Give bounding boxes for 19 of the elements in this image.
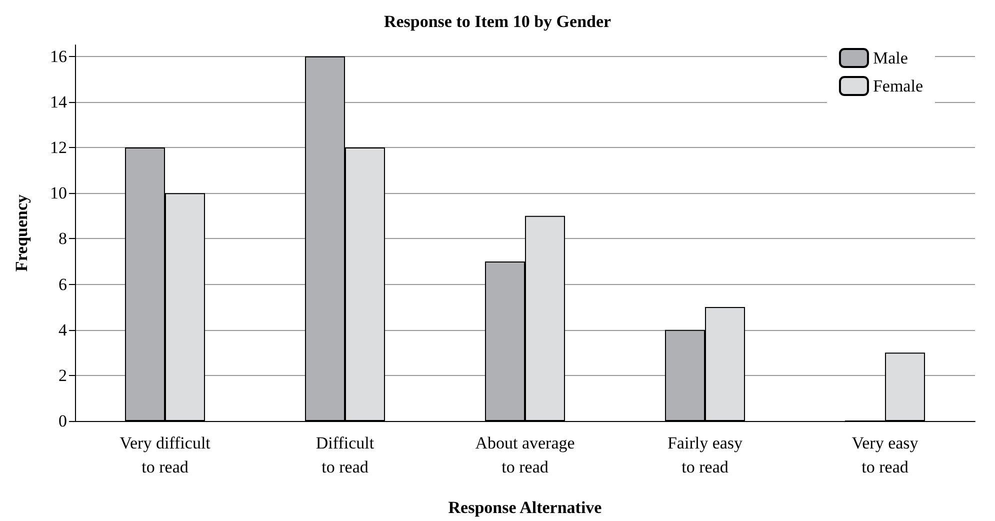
y-tick-label: 12 bbox=[50, 138, 67, 158]
x-axis-title: Response Alternative bbox=[448, 498, 602, 517]
y-tick-label: 16 bbox=[50, 46, 67, 66]
y-tick-label: 10 bbox=[50, 184, 67, 203]
legend-label: Male bbox=[872, 48, 908, 68]
x-tick-label: Very easy to read bbox=[852, 434, 919, 476]
y-tick-label: 8 bbox=[58, 229, 67, 248]
x-tick-label: About average to read bbox=[475, 434, 575, 476]
x-tick-label: Fairly easy to read bbox=[667, 434, 744, 476]
chart-title: Response to Item 10 by Gender bbox=[384, 12, 612, 31]
legend-label: Female bbox=[872, 76, 924, 96]
x-tick-label: Very difficult to read bbox=[120, 434, 211, 476]
y-tick-label: 0 bbox=[58, 412, 67, 430]
y-tick-label: 6 bbox=[58, 274, 67, 294]
y-tick-label: 2 bbox=[58, 366, 67, 385]
y-tick-label: 14 bbox=[50, 92, 68, 112]
y-tick-label: 4 bbox=[58, 320, 68, 340]
y-axis-title: Frequency bbox=[12, 194, 31, 272]
x-tick-label: Difficult to read bbox=[316, 434, 374, 476]
